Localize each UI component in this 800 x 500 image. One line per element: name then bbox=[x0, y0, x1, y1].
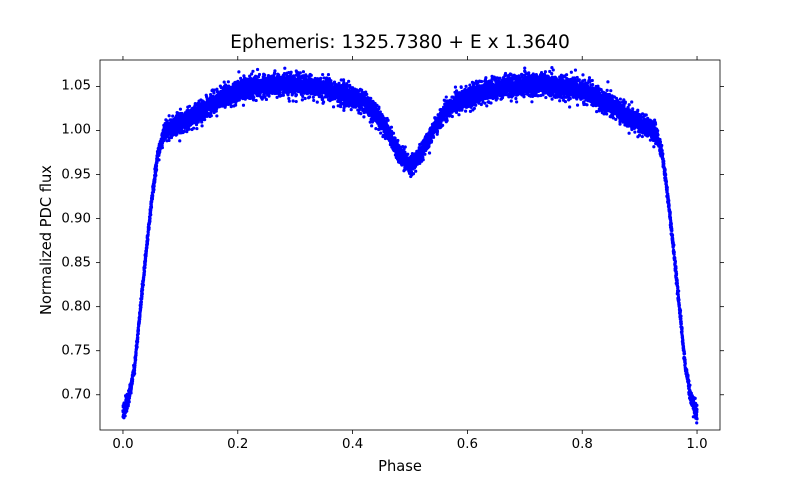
y-tick-label: 0.80 bbox=[41, 299, 91, 314]
x-tick-label: 0.6 bbox=[457, 437, 478, 452]
y-tick-label: 1.00 bbox=[41, 123, 91, 138]
axes-area bbox=[100, 60, 720, 430]
x-tick-label: 0.8 bbox=[572, 437, 593, 452]
figure: Ephemeris: 1325.7380 + E x 1.3640 Normal… bbox=[0, 0, 800, 500]
x-tick-label: 1.0 bbox=[686, 437, 707, 452]
data-points bbox=[121, 66, 698, 425]
y-axis-label: Normalized PDC flux bbox=[38, 165, 55, 315]
y-tick-label: 1.05 bbox=[41, 79, 91, 94]
y-tick-label: 0.70 bbox=[41, 387, 91, 402]
y-tick-label: 0.95 bbox=[41, 167, 91, 182]
y-tick-label: 0.85 bbox=[41, 255, 91, 270]
x-tick-label: 0.2 bbox=[227, 437, 248, 452]
plot-svg bbox=[100, 60, 720, 430]
y-tick-label: 0.90 bbox=[41, 211, 91, 226]
chart-title: Ephemeris: 1325.7380 + E x 1.3640 bbox=[0, 32, 800, 53]
x-tick-label: 0.0 bbox=[112, 437, 133, 452]
y-tick-label: 0.75 bbox=[41, 343, 91, 358]
x-tick-label: 0.4 bbox=[342, 437, 363, 452]
x-axis-label: Phase bbox=[0, 458, 800, 475]
